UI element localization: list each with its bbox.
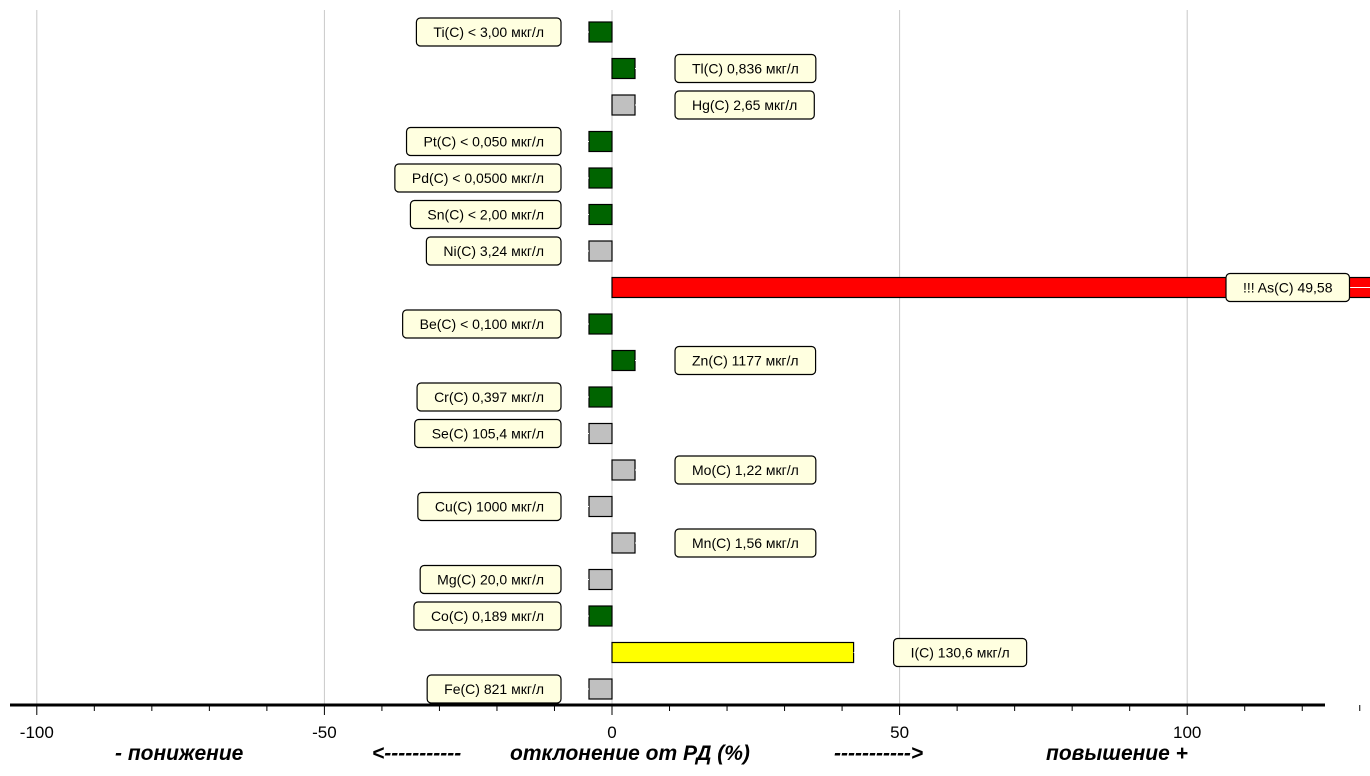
bar	[588, 422, 613, 445]
bar	[611, 641, 855, 664]
bar	[588, 21, 613, 43]
bar	[588, 313, 613, 335]
footer-increase-label: повышение +	[1046, 742, 1188, 765]
bar-label-box	[409, 199, 562, 230]
bar-label-box	[674, 53, 817, 84]
bar-label: Sn(C) < 2,00 мкг/л	[427, 207, 544, 223]
footer-arrow-left: <-----------	[372, 742, 462, 765]
bar-label: Cr(C) 0,397 мкг/л	[434, 389, 544, 405]
bar-label: Cu(C) 1000 мкг/л	[435, 499, 544, 515]
x-axis: -200-150-100-50050100150200	[10, 703, 1361, 742]
x-tick-label: 0	[607, 723, 616, 742]
bar	[588, 240, 613, 262]
bar-label: Fe(C) 821 мкг/л	[444, 681, 544, 697]
bar-label: Se(C) 105,4 мкг/л	[432, 426, 544, 442]
bar	[611, 276, 1370, 299]
bar	[588, 167, 613, 189]
bar-label-box	[394, 163, 562, 193]
bar-label-box	[674, 455, 817, 485]
bar-label: Pd(C) < 0,0500 мкг/л	[412, 170, 544, 186]
bar-label-box	[419, 564, 562, 595]
bar-label-box	[405, 126, 562, 157]
bar-label-box	[674, 528, 817, 558]
bar-label-box	[426, 674, 562, 704]
x-tick-label: 100	[1173, 723, 1201, 742]
bar	[588, 678, 613, 700]
bar	[611, 349, 636, 372]
bar-label-box	[892, 637, 1028, 668]
bar-label: Tl(C) 0,836 мкг/л	[692, 61, 799, 77]
bar-label-box	[417, 491, 562, 522]
bar-label: Mn(C) 1,56 мкг/л	[692, 535, 799, 551]
bar-labels: Ti(C) < 3,00 мкг/л Tl(C) 0,836 мкг/л Hg(C)…	[394, 17, 1370, 704]
x-tick-label: -100	[20, 723, 54, 742]
bar-label-box	[413, 601, 562, 631]
footer-axis-title: отклонение от РД (%)	[510, 742, 750, 765]
bar-label: I(C) 130,6 мкг/л	[911, 645, 1010, 661]
x-tick-label: 50	[890, 723, 909, 742]
bar-label-box	[416, 382, 562, 412]
bar-label: Pt(C) < 0,050 мкг/л	[424, 134, 544, 150]
bar-label-box	[402, 309, 562, 339]
bar-label: Hg(C) 2,65 мкг/л	[692, 97, 797, 113]
bar	[611, 459, 636, 481]
bar	[588, 130, 613, 153]
bar-label-box	[674, 345, 817, 376]
bar	[588, 495, 613, 518]
bar-label: Zn(C) 1177 мкг/л	[692, 353, 799, 369]
bars	[588, 21, 1370, 700]
bar	[611, 94, 636, 116]
bar-label: Ti(C) < 3,00 мкг/л	[433, 24, 544, 40]
bar-label-box	[415, 17, 562, 47]
bar	[588, 568, 613, 591]
bar	[611, 532, 636, 554]
bar	[611, 57, 636, 80]
footer-arrow-right: ----------->	[834, 742, 924, 765]
bar	[588, 386, 613, 408]
footer-decrease-label: - понижение	[115, 742, 244, 765]
bar-label: Mg(C) 20,0 мкг/л	[437, 572, 544, 588]
bar-label-box	[1225, 272, 1351, 303]
bar-label: Ni(C) 3,24 мкг/л	[443, 243, 544, 259]
bar	[588, 203, 613, 226]
bar-label: Be(C) < 0,100 мкг/л	[420, 316, 544, 332]
bar-label: Mo(C) 1,22 мкг/л	[692, 462, 799, 478]
bar-label-box	[414, 418, 562, 449]
bar-label-box	[674, 90, 815, 120]
bar-label: Co(C) 0,189 мкг/л	[431, 608, 544, 624]
bar-label-box	[425, 236, 562, 266]
x-tick-label: -50	[312, 723, 337, 742]
bar-label: !!! As(C) 49,58	[1243, 280, 1333, 296]
bar	[588, 605, 613, 627]
